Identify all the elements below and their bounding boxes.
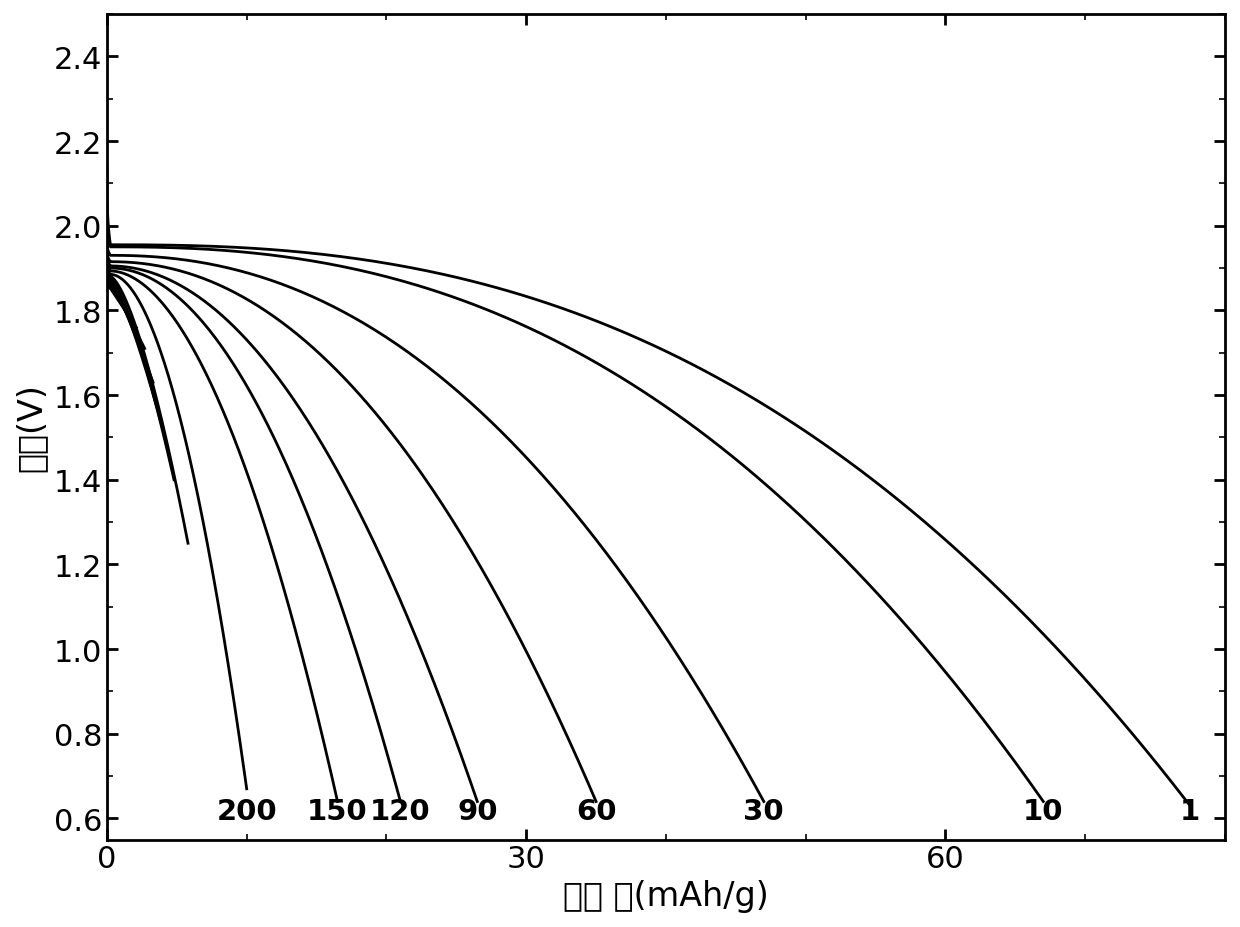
Text: 120: 120 <box>370 797 430 825</box>
X-axis label: 比容 量(mAh/g): 比容 量(mAh/g) <box>563 879 769 912</box>
Text: 90: 90 <box>458 797 497 825</box>
Text: 200: 200 <box>216 797 277 825</box>
Y-axis label: 电压(V): 电压(V) <box>15 383 48 472</box>
Text: 150: 150 <box>308 797 368 825</box>
Text: 30: 30 <box>744 797 784 825</box>
Text: 10: 10 <box>1023 797 1064 825</box>
Text: 60: 60 <box>575 797 616 825</box>
Text: 1: 1 <box>1180 797 1200 825</box>
